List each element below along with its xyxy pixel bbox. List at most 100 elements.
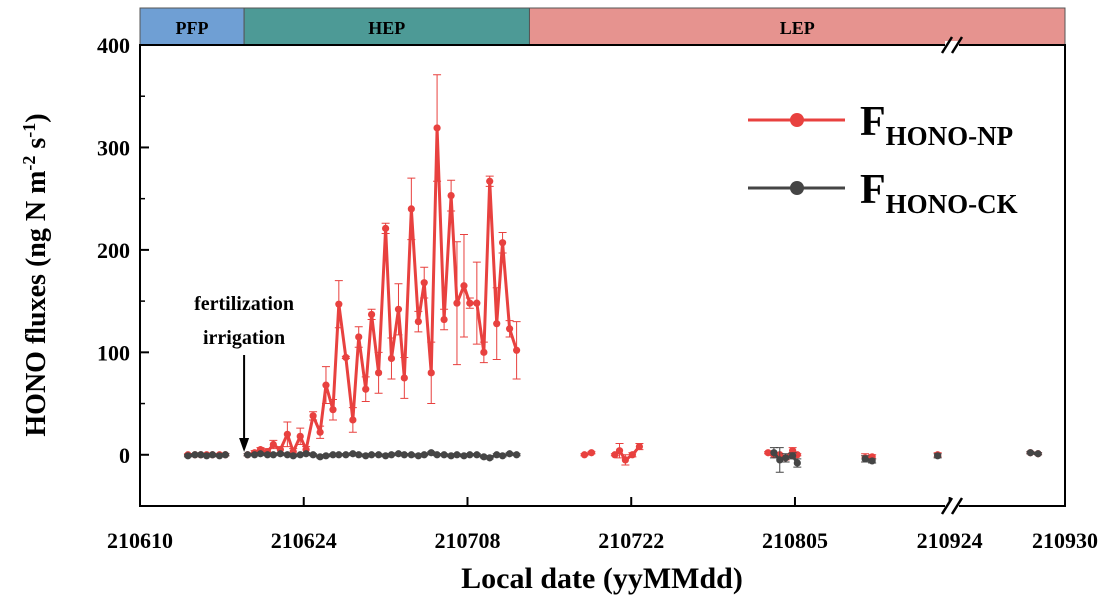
data-point [251,451,259,459]
data-point [367,310,376,319]
x-tick-label: 210624 [271,528,337,553]
legend-label: FHONO-NP [860,99,1013,151]
data-point [302,450,310,458]
y-label-sup: -1 [19,123,39,138]
axis-break-gap [945,41,959,49]
data-point [283,430,291,438]
data-point [505,450,514,458]
y-label-part: s [21,138,52,156]
data-point [770,449,778,457]
data-point [513,346,521,354]
data-point [296,451,304,459]
data-point [316,453,324,461]
data-point [387,451,396,459]
data-point [868,457,876,465]
data-point [322,452,330,460]
phase-label: PFP [176,18,209,38]
data-point [414,452,422,460]
data-point [433,451,441,459]
data-point [447,452,455,460]
data-point [460,282,468,290]
data-point [505,325,514,333]
data-point [184,452,192,460]
data-point [793,459,801,467]
data-point [473,451,481,459]
data-point [407,205,415,213]
data-point [480,453,488,461]
data-point [387,354,396,363]
phase-label: HEP [368,18,405,38]
data-point [329,451,337,459]
data-point [513,451,521,459]
data-point [263,451,272,459]
data-point [362,385,370,393]
x-tick-label: 210930 [1032,528,1098,553]
data-point [382,452,390,460]
data-point [355,333,363,341]
phase-band [243,7,530,46]
data-point [197,451,205,459]
data-point [420,279,428,287]
data-point [309,412,317,420]
data-point [329,406,337,414]
data-point [309,451,317,459]
data-point [621,456,629,464]
x-tick-label: 210805 [762,528,828,553]
data-point [191,451,199,459]
y-tick-label: 100 [97,340,130,365]
annotation: irrigation [203,327,285,349]
data-point [414,318,422,326]
data-point [221,451,229,459]
data-point [407,451,415,459]
data-point [466,299,474,307]
data-point [382,224,390,232]
data-point [420,451,428,459]
data-point [374,369,383,377]
data-point [215,452,224,460]
data-point [355,451,363,459]
data-point [335,451,343,459]
data-point [1034,450,1042,458]
phase-label: LEP [780,18,815,38]
phase-band [139,7,245,46]
data-point [362,452,370,460]
data-point [498,452,507,460]
legend-marker [790,113,804,127]
data-point [473,299,481,307]
x-axis-label: Local date (yyMMdd) [461,562,743,595]
data-point [447,191,455,200]
data-point [208,451,217,459]
data-point [296,432,304,440]
x-tick-label: 210924 [917,528,983,553]
data-point [782,454,790,462]
x-tick-label: 210610 [107,528,173,553]
data-point [628,451,636,459]
data-point [256,450,265,458]
y-tick-label: 400 [97,33,130,58]
axis-break-gap [945,502,959,510]
data-point [244,451,252,459]
data-point [433,124,441,132]
data-point [276,450,284,458]
data-point [322,381,330,389]
y-label-part: HONO fluxes (ng N m [21,171,52,437]
annotation: fertilization [194,293,294,315]
y-tick-label: 200 [97,238,130,263]
data-point [453,451,461,459]
axis-break-mark [940,36,954,54]
data-point [269,451,277,459]
data-point [466,451,474,459]
data-point [587,449,596,457]
axis-break-mark [950,497,964,515]
data-point [440,315,448,324]
data-point [776,456,784,464]
legend-subscript: HONO-CK [886,189,1018,219]
data-point [453,299,461,307]
data-point [349,450,357,458]
data-point [367,451,376,459]
data-point [269,440,277,449]
data-point [427,369,435,377]
data-point [400,374,408,382]
data-point [615,447,624,455]
